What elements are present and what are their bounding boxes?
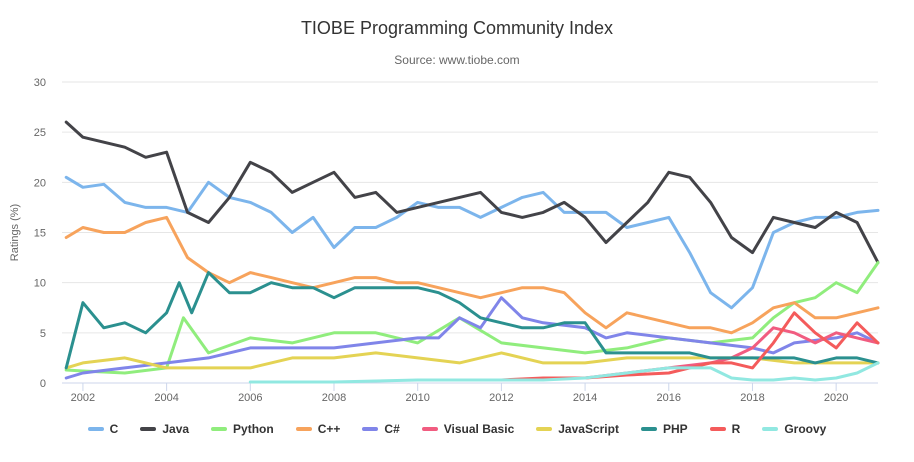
legend-swatch [295, 427, 312, 431]
legend-label: Java [162, 422, 190, 436]
legend-swatch [362, 427, 379, 431]
y-tick-label: 10 [34, 278, 46, 290]
legend-swatch [536, 427, 553, 431]
legend-item[interactable]: C++ [295, 422, 341, 436]
x-tick-label: 2016 [657, 392, 681, 404]
legend-item[interactable]: Python [211, 422, 274, 436]
legend-item[interactable]: JavaScript [536, 422, 619, 436]
series-line-c [64, 175, 880, 310]
legend-item[interactable]: PHP [640, 422, 688, 436]
legend-item[interactable]: C [87, 422, 119, 436]
legend-item[interactable]: Java [140, 422, 189, 436]
x-tick-label: 2008 [322, 392, 346, 404]
y-tick-label: 25 [34, 127, 46, 139]
series-line-php [64, 271, 880, 370]
x-tick-label: 2020 [824, 392, 848, 404]
legend-label: Python [233, 422, 274, 436]
legend-swatch [140, 427, 157, 431]
legend-label: Visual Basic [443, 422, 515, 436]
x-tick-label: 2002 [71, 392, 95, 404]
legend-swatch [709, 427, 726, 431]
y-tick-label: 0 [40, 378, 46, 390]
legend-label: PHP [662, 422, 688, 436]
chart-subtitle: Source: www.tiobe.com [394, 53, 520, 67]
x-tick-label: 2010 [405, 392, 429, 404]
x-tick-label: 2004 [154, 392, 178, 404]
legend-swatch [762, 427, 779, 431]
y-tick-label: 15 [34, 228, 46, 240]
legend-label: C# [384, 422, 400, 436]
series-line-c- [64, 215, 880, 335]
legend-item[interactable]: C# [362, 422, 400, 436]
series-line-groovy [248, 361, 880, 384]
y-axis-label: Ratings (%) [9, 204, 21, 261]
chart-title: TIOBE Programming Community Index [300, 18, 614, 38]
legend-label: R [731, 422, 741, 436]
legend-swatch [640, 427, 657, 431]
legend-item[interactable]: R [709, 422, 741, 436]
legend-swatch [421, 427, 438, 431]
legend-label: C [109, 422, 119, 436]
legend-swatch [211, 427, 228, 431]
y-tick-label: 5 [40, 328, 46, 340]
y-tick-label: 30 [34, 77, 46, 89]
series-line-c- [64, 296, 880, 380]
legend-item[interactable]: Visual Basic [421, 422, 515, 436]
legend-item[interactable]: Groovy [762, 422, 826, 436]
x-tick-label: 2014 [573, 392, 597, 404]
legend-label: C++ [317, 422, 341, 436]
x-tick-label: 2012 [489, 392, 513, 404]
x-tick-label: 2018 [740, 392, 764, 404]
x-tick-label: 2006 [238, 392, 262, 404]
legend-label: Groovy [784, 422, 827, 436]
y-tick-label: 20 [34, 177, 46, 189]
chart-legend: C Java Python C++ C# Visual Basic JavaScript PH… [0, 422, 914, 436]
series-line-java [64, 120, 880, 265]
legend-swatch [87, 427, 104, 431]
legend-label: JavaScript [558, 422, 619, 436]
